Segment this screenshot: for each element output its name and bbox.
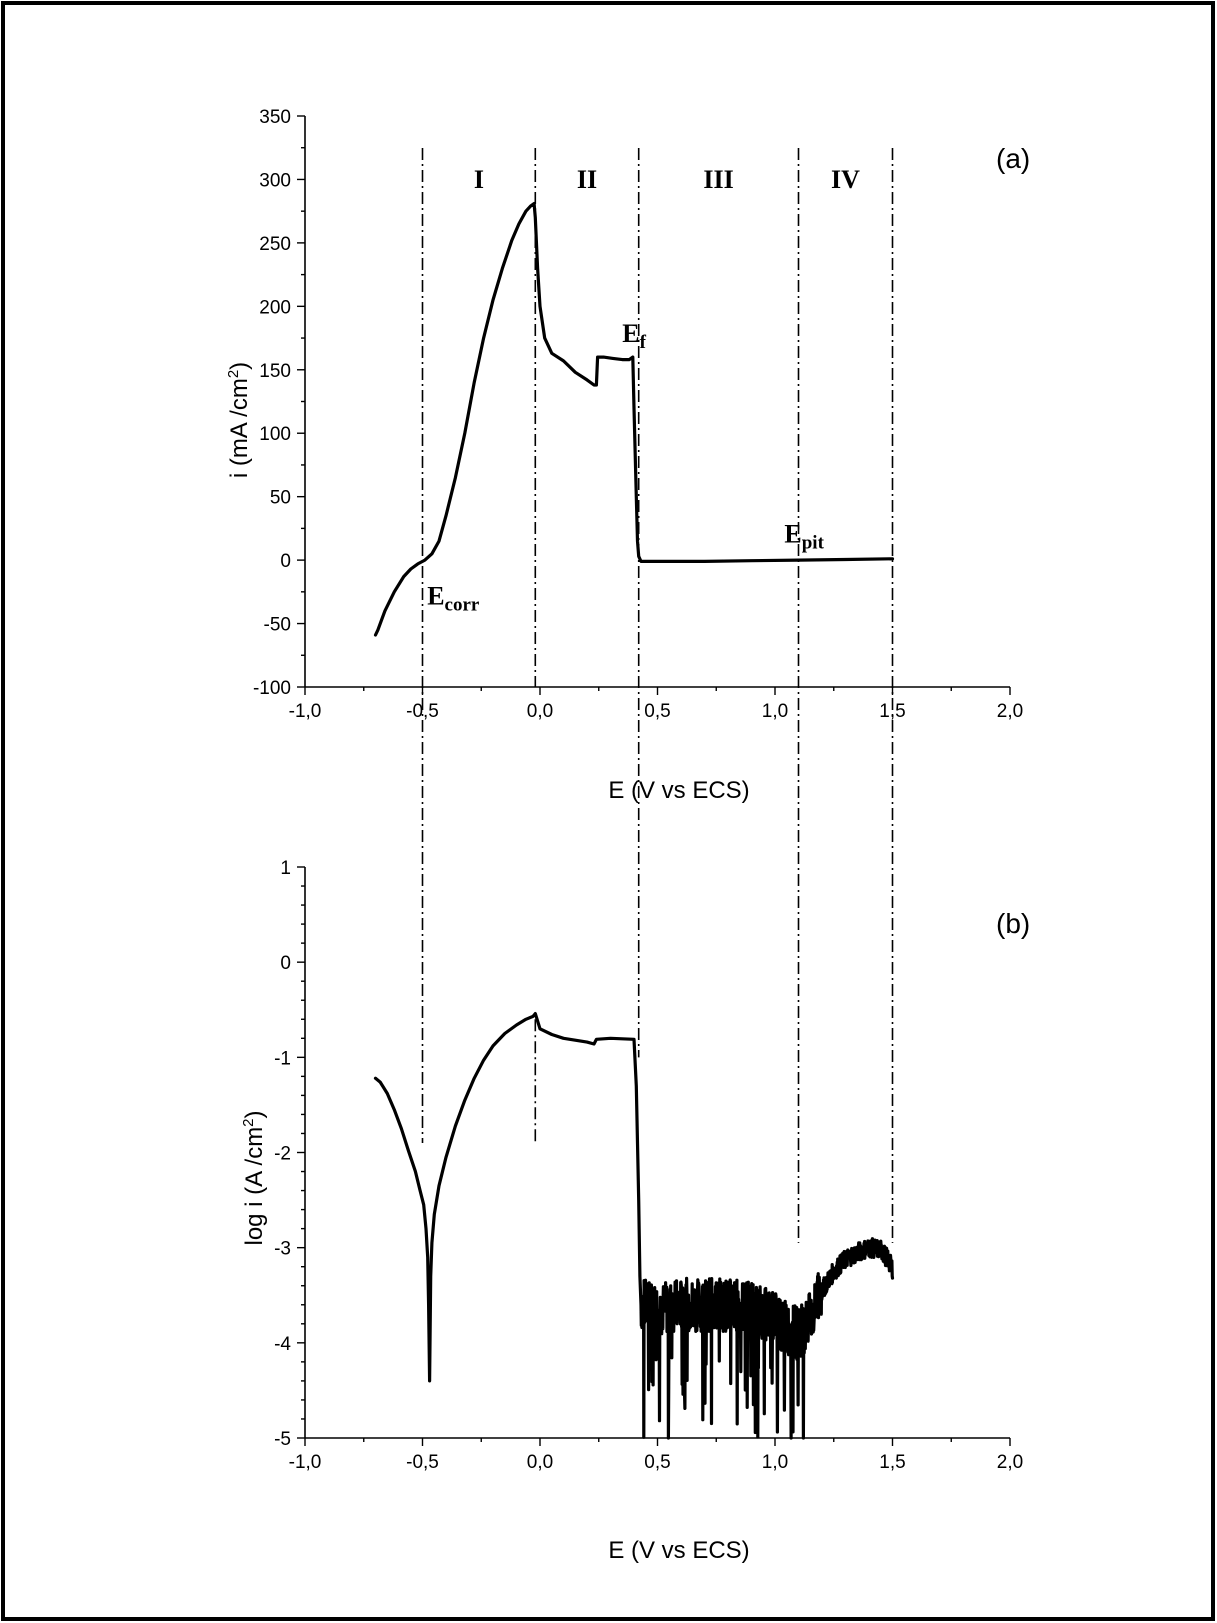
b-y-tick-label: -1 xyxy=(274,1048,291,1069)
a-region-labels: I II III IV xyxy=(474,165,860,194)
a-y-axis-title-sup: 2 xyxy=(225,370,242,378)
region-label-II: II xyxy=(577,165,597,194)
b-x-tick-label: -0,5 xyxy=(406,1452,439,1473)
b-x-tick-label: -1,0 xyxy=(289,1452,322,1473)
annotation-ef-sub: f xyxy=(640,332,647,353)
annotation-ecorr-sub: corr xyxy=(445,595,480,616)
region-label-III: III xyxy=(703,165,733,194)
b-y-axis-title-tail: ) xyxy=(241,1110,268,1118)
region-label-IV: IV xyxy=(831,165,860,194)
b-y-tick-label: 1 xyxy=(280,858,291,879)
a-y-axis-title-main: i (mA /cm xyxy=(226,378,253,478)
b-y-axis-title: log i (A /cm2) xyxy=(240,1110,268,1245)
a-x-tick-label: -0,5 xyxy=(406,701,439,722)
panel-a: -1,0 -0,5 0,0 0,5 1,0 1,5 2,0 -100 -50 0 50 100 150 2… xyxy=(225,107,1030,1243)
a-x-tick-label: 1,0 xyxy=(762,701,788,722)
a-y-tick-label: 250 xyxy=(259,234,291,255)
annotation-ecorr-main: E xyxy=(427,582,444,611)
annotation-epit: Epit xyxy=(784,519,824,553)
b-tick-labels: -1,0 -0,5 0,0 0,5 1,0 1,5 2,0 -5 -4 -3 -2 -1 0 1 xyxy=(274,858,1023,1473)
a-x-axis-title: E (V vs ECS) xyxy=(608,777,749,804)
a-x-tick-label: -1,0 xyxy=(289,701,322,722)
b-ticks xyxy=(297,866,1011,1446)
a-current-curve-group xyxy=(373,202,895,637)
b-y-tick-label: -5 xyxy=(274,1429,291,1450)
b-x-tick-label: 0,5 xyxy=(644,1452,670,1473)
b-x-tick-label: 0,0 xyxy=(527,1452,553,1473)
a-x-tick-label: 0,5 xyxy=(644,701,670,722)
b-y-axis-title-main: log i (A /cm xyxy=(241,1127,268,1246)
a-y-tick-label: 0 xyxy=(280,551,291,572)
b-x-tick-label: 1,0 xyxy=(762,1452,788,1473)
a-current-curve xyxy=(373,202,895,637)
a-y-tick-label: 50 xyxy=(270,488,291,509)
b-y-tick-label: -2 xyxy=(274,1144,291,1165)
a-y-tick-label: -50 xyxy=(264,615,291,636)
annotation-ef: Ef xyxy=(622,319,646,353)
a-x-tick-label: 2,0 xyxy=(997,701,1023,722)
panel-b: -1,0 -0,5 0,0 0,5 1,0 1,5 2,0-5-4-3-2-101 (b) … xyxy=(240,858,1030,1564)
a-y-tick-label: -100 xyxy=(253,678,291,699)
region-label-I: I xyxy=(474,165,484,194)
b-current-curve-group xyxy=(373,1012,895,1440)
b-x-tick-label: 1,5 xyxy=(879,1452,905,1473)
b-log-current-curve xyxy=(373,1012,643,1383)
a-region-dividers xyxy=(421,148,894,1243)
b-x-axis-title: E (V vs ECS) xyxy=(608,1537,749,1564)
b-log-current-noisy-curve xyxy=(639,1237,895,1440)
annotation-ecorr: Ecorr xyxy=(427,582,480,616)
a-x-tick-label: 1,5 xyxy=(879,701,905,722)
a-y-tick-label: 100 xyxy=(259,424,291,445)
a-axes xyxy=(304,116,1010,688)
a-y-tick-label: 200 xyxy=(259,297,291,318)
a-panel-label: (a) xyxy=(996,143,1030,174)
a-y-axis-title: i (mA /cm2) xyxy=(225,362,253,478)
a-tick-labels: -1,0 -0,5 0,0 0,5 1,0 1,5 2,0 -100 -50 0 50 100 150 2… xyxy=(253,107,1023,722)
annotation-epit-sub: pit xyxy=(802,532,825,553)
annotation-ef-main: E xyxy=(622,319,639,348)
b-panel-label: (b) xyxy=(996,908,1030,939)
b-y-tick-label: 0 xyxy=(280,953,291,974)
annotation-epit-main: E xyxy=(784,519,801,548)
a-y-tick-label: 300 xyxy=(259,170,291,191)
a-y-tick-label: 150 xyxy=(259,361,291,382)
a-x-tick-label: 0,0 xyxy=(527,701,553,722)
a-ticks xyxy=(297,115,1011,695)
b-x-tick-label: 2,0 xyxy=(997,1452,1023,1473)
b-y-tick-label: -4 xyxy=(274,1334,291,1355)
b-y-axis-title-sup: 2 xyxy=(240,1118,257,1126)
a-y-tick-label: 350 xyxy=(259,107,291,128)
a-y-axis-title-tail: ) xyxy=(226,362,253,370)
b-y-tick-label: -3 xyxy=(274,1239,291,1260)
